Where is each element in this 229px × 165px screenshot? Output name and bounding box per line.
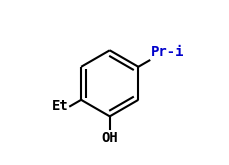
Text: Et: Et xyxy=(52,99,68,113)
Text: OH: OH xyxy=(101,131,118,145)
Text: Pr-i: Pr-i xyxy=(151,45,184,59)
